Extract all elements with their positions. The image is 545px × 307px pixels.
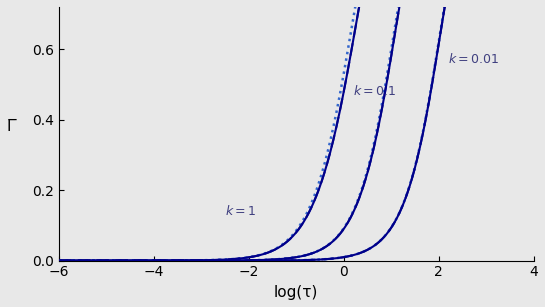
Text: $k =0.1$: $k =0.1$ — [353, 84, 397, 98]
Y-axis label: Γ̅: Γ̅ — [7, 119, 15, 134]
X-axis label: log(τ): log(τ) — [274, 285, 318, 300]
Text: $k = 1$: $k = 1$ — [225, 204, 256, 218]
Text: $k=0.01$: $k=0.01$ — [448, 52, 499, 66]
